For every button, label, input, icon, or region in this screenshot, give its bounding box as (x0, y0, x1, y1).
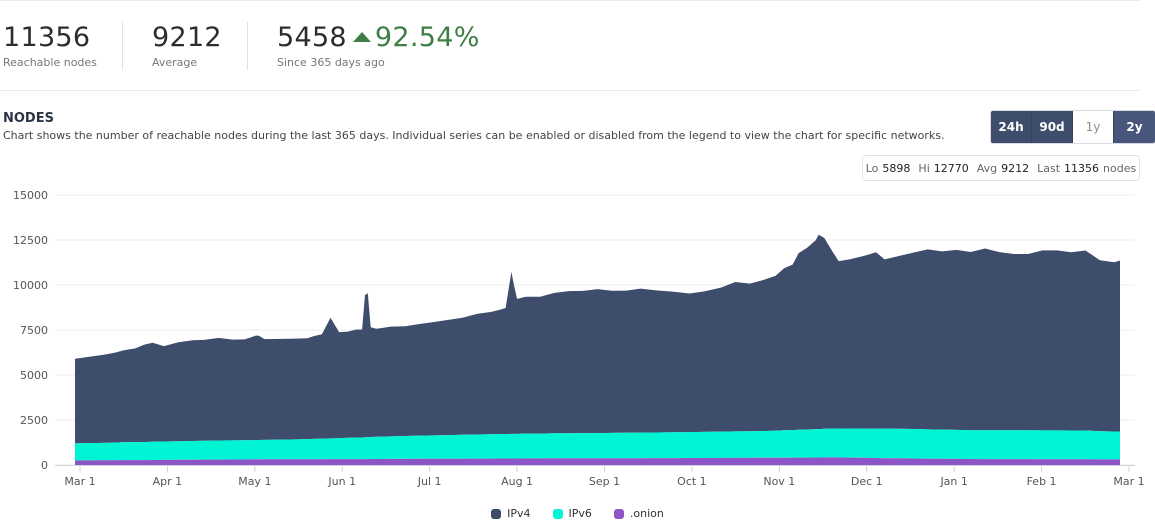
x-tick-label: Dec 1 (851, 475, 883, 488)
summary-avg-value: 9212 (1001, 161, 1030, 175)
range-selector: 24h 90d 1y 2y (990, 110, 1155, 144)
x-tick-label: Feb 1 (1027, 475, 1057, 488)
stat-change-value: 5458 (277, 22, 347, 53)
summary-last-label: Last (1037, 161, 1061, 175)
stat-average: 9212 Average (152, 20, 222, 69)
x-tick-label: Oct 1 (677, 475, 707, 488)
summary-last-unit: nodes (1103, 161, 1137, 175)
y-tick-label: 0 (41, 459, 48, 472)
stat-change: 5458 92.54% Since 365 days ago (277, 20, 480, 69)
up-arrow-icon (352, 31, 371, 42)
stat-reachable-value: 11356 (3, 22, 91, 53)
x-tick-label: Sep 1 (589, 475, 620, 488)
range-button-2y[interactable]: 2y (1114, 111, 1155, 143)
y-tick-label: 15000 (13, 189, 48, 202)
stat-divider (247, 22, 248, 70)
range-button-24h[interactable]: 24h (991, 111, 1032, 143)
nodes-area-chart: 0 2500 5000 7500 10000 12500 15000 Mar 1 Apr 1 Ma… (13, 189, 1145, 488)
stat-average-label: Average (152, 56, 198, 69)
summary-hi-label: Hi (918, 161, 930, 175)
legend-item-onion[interactable]: .onion (613, 507, 664, 520)
legend-item-ipv4[interactable]: IPv4 (491, 507, 531, 520)
legend-item-ipv6[interactable]: IPv6 (552, 507, 592, 520)
area-ipv6 (75, 428, 1120, 461)
legend-swatch-ipv4 (491, 508, 502, 519)
stats-bar: 11356 Reachable nodes 9212 Average 5458 9… (0, 0, 1140, 91)
stat-change-label: Since 365 days ago (277, 56, 385, 69)
x-tick-label: May 1 (238, 475, 271, 488)
legend-swatch-ipv6 (552, 508, 563, 519)
stat-reachable: 11356 Reachable nodes (3, 20, 97, 69)
range-button-1y[interactable]: 1y (1073, 111, 1114, 143)
summary-box: Lo 5898 Hi 12770 Avg 9212 Last 11356 nodes (862, 155, 1140, 181)
summary-lo-label: Lo (865, 161, 879, 175)
top-rule (0, 0, 1140, 1)
y-tick-label: 12500 (13, 234, 48, 247)
y-tick-label: 10000 (13, 279, 48, 292)
summary-hi-value: 12770 (933, 161, 969, 175)
stat-change-percent: 92.54% (374, 22, 480, 53)
stat-average-value: 9212 (152, 22, 222, 53)
x-tick-label: Mar 1 (1113, 475, 1144, 488)
section-title: NODES (3, 111, 54, 126)
chart-legend: IPv4 IPv6 .onion (0, 507, 1155, 520)
legend-label-ipv6: IPv6 (568, 507, 592, 520)
y-tick-label: 5000 (20, 369, 48, 382)
area-onion (75, 457, 1120, 465)
legend-swatch-onion (613, 508, 624, 519)
legend-label-ipv4: IPv4 (507, 507, 531, 520)
x-tick-label: Nov 1 (763, 475, 795, 488)
y-tick-label: 2500 (20, 414, 48, 427)
section-description: Chart shows the number of reachable node… (3, 129, 945, 142)
legend-label-onion: .onion (629, 507, 664, 520)
summary-lo-value: 5898 (882, 161, 911, 175)
stat-divider (122, 22, 123, 70)
x-tick-label: Mar 1 (64, 475, 95, 488)
x-tick-label: Aug 1 (501, 475, 533, 488)
x-tick-label: Jul 1 (417, 475, 442, 488)
summary-last-value: 11356 (1064, 161, 1100, 175)
y-tick-label: 7500 (20, 324, 48, 337)
x-tick-label: Jan 1 (939, 475, 967, 488)
range-button-90d[interactable]: 90d (1032, 111, 1073, 143)
x-tick-label: Jun 1 (327, 475, 356, 488)
summary-avg-label: Avg (976, 161, 998, 175)
stat-reachable-label: Reachable nodes (3, 56, 97, 69)
area-ipv4 (75, 234, 1120, 444)
x-tick-label: Apr 1 (153, 475, 183, 488)
